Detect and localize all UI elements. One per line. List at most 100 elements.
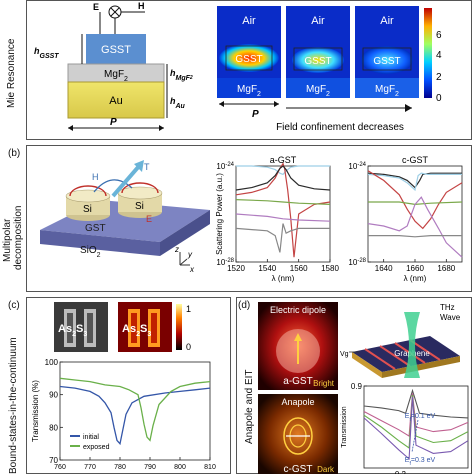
- bright-label: Bright: [313, 379, 335, 388]
- si-label-2: Si: [135, 201, 144, 212]
- y-axis-label: Transmission: [341, 406, 348, 447]
- colorbar-tick-4: 4: [436, 50, 442, 61]
- map3-mgf2-label: MgF2: [375, 84, 399, 98]
- gst-label: GST: [85, 223, 106, 234]
- thz-label: THz: [440, 303, 455, 312]
- chart-bic-transmission: 760 770 780 790 800 810 70 80 90 100 Transmission …: [31, 358, 216, 471]
- plot-area: [235, 165, 331, 263]
- series-line-2: [363, 395, 469, 450]
- h-field-label-b: H: [92, 172, 99, 182]
- map2-air-label: Air: [311, 15, 325, 27]
- map1-gsst-label: GSST: [235, 54, 262, 65]
- chart-a-gst: a-GST 1520 1540 1560 1580 10-24 10-28 λ (nm) Sca…: [215, 155, 339, 283]
- map-period-label: P: [252, 109, 259, 120]
- x-tick-label: 790: [144, 464, 156, 471]
- series-line-1: [367, 172, 462, 192]
- anapole-title: Anapole: [281, 397, 314, 407]
- x-tick-label: 1660: [406, 264, 424, 273]
- legend-label: exposed: [83, 444, 110, 451]
- sem-as2s3-label: As2S3: [58, 323, 87, 338]
- bottom-material-label: c-GST: [284, 464, 313, 474]
- t-label: T: [144, 162, 150, 172]
- field-map-2: Air GSST MgF2: [286, 6, 350, 98]
- map3-gsst-label: GSST: [373, 56, 400, 67]
- panel-b-frame: [26, 145, 472, 292]
- annotation-arrow: [411, 419, 419, 453]
- x-tick-label: 760: [54, 464, 66, 471]
- sem-image: [54, 302, 108, 352]
- svg-text:z: z: [174, 245, 179, 254]
- y-tick-label: 10-28: [348, 258, 366, 267]
- fermi-energy-annotation: Ef=0.3 eV: [405, 457, 436, 467]
- panel-c-tag: (c): [8, 300, 20, 311]
- plot-area: [367, 165, 463, 263]
- series-line-5: [368, 235, 462, 238]
- x-tick-label: 1560: [290, 264, 308, 273]
- y-tick-label: 10-24: [216, 162, 234, 171]
- x-tick-label: 1520: [227, 264, 245, 273]
- si-label-1: Si: [83, 204, 92, 215]
- h-au-label: hAu: [170, 96, 186, 110]
- y-tick-label: 10-28: [216, 258, 234, 267]
- x-tick-label: 810: [204, 464, 216, 471]
- au-label: Au: [109, 95, 122, 107]
- y-axis-label: Scattering Power (a.u.): [215, 173, 224, 255]
- y-tick-label: 80: [49, 423, 58, 432]
- y-axis-label: Transmission (%): [31, 380, 40, 442]
- panel-d-tag: (d): [238, 300, 251, 311]
- series-line-2: [235, 165, 331, 191]
- wave-label: Wave: [440, 313, 461, 322]
- map1-air-label: Air: [242, 15, 256, 27]
- gsst-label: GSST: [101, 44, 131, 56]
- period-label: P: [110, 117, 117, 128]
- x-tick-label: 0.2: [395, 470, 407, 474]
- chart-eit-transmission: 0.2 0.9 Transmission Ef=0.1 eV Ef=0.3 eV: [341, 382, 469, 474]
- field-image: [118, 302, 172, 352]
- colorbar-c-tick-1: 1: [186, 304, 191, 314]
- x-tick-label: 800: [174, 464, 186, 471]
- axis-indicator: z x y: [174, 245, 195, 274]
- field-as2s3-label: As2S3: [122, 323, 151, 338]
- series-line-0: [363, 388, 469, 419]
- svg-text:x: x: [189, 265, 195, 274]
- map3-air-label: Air: [380, 15, 394, 27]
- au-layer: [67, 81, 165, 119]
- dark-label: Dark: [317, 465, 335, 474]
- sio2-label: SiO2: [80, 245, 101, 259]
- e-field-label-b: E: [146, 214, 152, 224]
- chart-title: c-GST: [402, 155, 429, 165]
- colorbar-c-tick-0: 0: [186, 342, 191, 352]
- series-line-3: [363, 396, 469, 461]
- svg-text:y: y: [187, 250, 193, 259]
- y-tick-label: 90: [49, 391, 58, 400]
- y-tick-label: 0.9: [351, 382, 363, 391]
- mgf2-label: MgF2: [104, 69, 128, 83]
- fermi-energy-annotation: Ef=0.1 eV: [405, 413, 436, 423]
- plot-area: [59, 361, 211, 461]
- map1-mgf2-label: MgF2: [237, 84, 261, 98]
- series-line-3: [235, 199, 331, 205]
- chart-title: a-GST: [270, 155, 297, 165]
- panel-b-tag: (b): [8, 148, 21, 159]
- x-tick-label: 1580: [321, 264, 339, 273]
- series-line-1: [59, 377, 211, 442]
- panel-c-colorbar: [176, 304, 182, 350]
- colorbar-tick-0: 0: [436, 93, 442, 104]
- x-tick-label: 780: [114, 464, 126, 471]
- top-material-label: a-GST: [283, 376, 312, 387]
- gsst-layer: [86, 34, 146, 64]
- series-line-2: [367, 170, 463, 230]
- field-confinement-caption: Field confinement decreases: [276, 122, 404, 133]
- anapole-image: [258, 394, 338, 474]
- series-line-1: [363, 393, 469, 438]
- series-line-4: [235, 213, 331, 222]
- x-tick-label: 1540: [258, 264, 276, 273]
- series-line-0: [236, 165, 330, 176]
- panel-a-colorbar: [424, 8, 432, 98]
- x-axis-label: λ (nm): [272, 274, 295, 283]
- y-tick-label: 100: [45, 358, 59, 367]
- x-tick-label: 1680: [437, 264, 455, 273]
- series-line-5: [235, 223, 330, 253]
